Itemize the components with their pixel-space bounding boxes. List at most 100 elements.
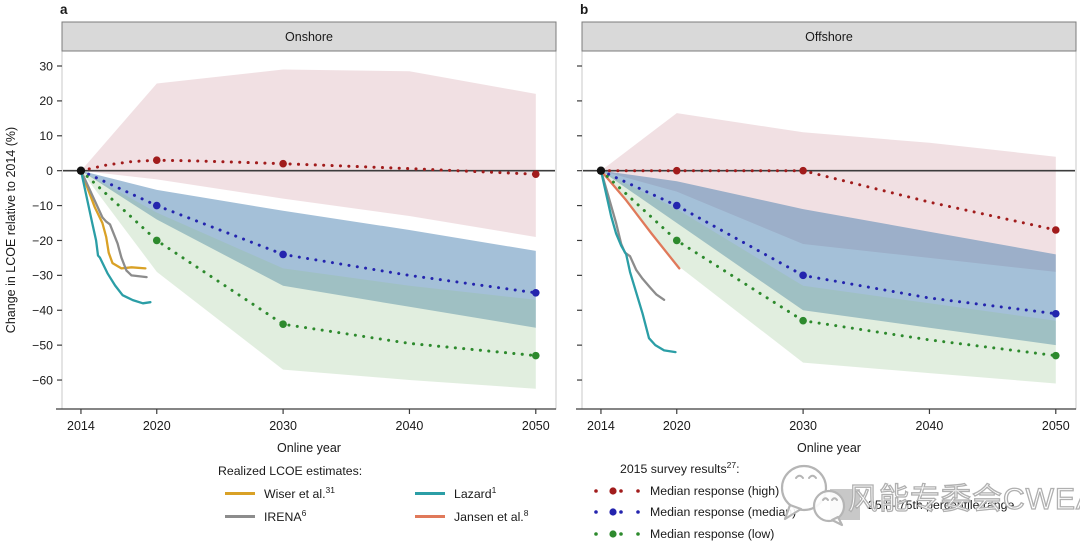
survey-line-median-response-low (79, 169, 538, 358)
legend-realized-items: Wiser et al.31 IRENA6 Lazard1 Jansen et al.… (218, 482, 528, 528)
dotted-swatch-median-response-median (594, 508, 640, 516)
marker-median-response-low-2020 (672, 236, 681, 245)
x-tick-label-2050: 2050 (1042, 419, 1070, 433)
charts: Onshore a 30 20 10 0 −10 −20 −30 −40 −50 −60 2014 202… (4, 2, 1077, 455)
marker-median-response-high-2020 (672, 166, 681, 175)
panel-letter-a: a (60, 2, 68, 17)
legend-item-jansen-et-al: Jansen et al.8 (415, 506, 528, 528)
marker-median-response-high-2050 (531, 170, 540, 178)
dotted-swatch-median-response-low (594, 530, 640, 538)
x-tick-label-2020: 2020 (143, 419, 171, 433)
legend-survey-title-colon: : (736, 462, 740, 476)
legend-realized: Realized LCOE estimates: Wiser et al.31 I… (218, 464, 528, 528)
marker-median-response-median-2020 (152, 201, 161, 210)
legend-label: Jansen et al.8 (454, 507, 529, 524)
y-tick-label--10: −10 (32, 199, 53, 213)
legend-item-median-response-median: Median response (median) (592, 502, 796, 524)
strip-title-onshore: Onshore (285, 30, 333, 44)
x-tick-label-2050: 2050 (522, 419, 550, 433)
legend-label-sup: 31 (325, 484, 335, 495)
x-tick-label-2014: 2014 (67, 419, 95, 433)
legend-item-median-response-high: Median response (high) (592, 480, 796, 502)
marker-median-response-low-2030 (799, 316, 807, 325)
percentile-range-swatch (830, 489, 860, 520)
swatch-dot (636, 488, 640, 493)
realized-line-irena (79, 169, 148, 279)
realized-line-wiser-et-al (79, 169, 147, 270)
legend-label: Median response (low) (650, 526, 775, 541)
legend-realized-title: Realized LCOE estimates: (218, 464, 363, 478)
strip-offshore (581, 21, 1077, 52)
swatch-dot (636, 531, 640, 536)
legend-survey-title-sup: 27 (726, 459, 737, 470)
marker-median-response-high-2050 (1051, 226, 1060, 234)
panel-a: Onshore a 30 20 10 0 −10 −20 −30 −40 −50 −60 2014 202… (4, 2, 557, 455)
y-tick-label--20: −20 (32, 234, 53, 248)
plot-area-a (61, 50, 557, 410)
marker-median-response-median-2030 (799, 271, 807, 280)
x-tick-label-2040: 2040 (396, 419, 424, 433)
y-tick-label--50: −50 (32, 338, 53, 352)
swatch-dot (619, 488, 623, 493)
swatch-dot (594, 531, 598, 536)
marker-median-response-low-2050 (531, 351, 540, 360)
marker-median-response-low-2030 (279, 320, 287, 329)
legend-label: Lazard1 (454, 484, 497, 501)
y-tick-label--60: −60 (32, 373, 53, 387)
y-tick-label--30: −30 (32, 269, 53, 283)
legend-survey-title: 2015 survey results27: (592, 459, 796, 476)
legend-item-median-response-low: Median response (low) (592, 523, 796, 541)
y-axis-title: Change in LCOE relative to 2014 (%) (4, 127, 18, 333)
swatch-dot (609, 487, 617, 495)
panel-b: Offshore b 2014 2020 2030 2040 2050 Online year (576, 2, 1077, 455)
legend-label: Median response (high) (650, 483, 780, 498)
legend-label-sup: 8 (523, 507, 529, 518)
band-median-25th-75th-percentile (81, 170, 536, 328)
legend-label: IRENA6 (264, 507, 307, 524)
marker-median-response-median-2050 (1051, 309, 1060, 318)
strip-title-offshore: Offshore (805, 30, 853, 44)
legend-label-sup: 6 (301, 507, 307, 518)
legend-item-wiser-et-al: Wiser et al.31 (225, 483, 415, 505)
line-swatch-irena (225, 515, 255, 518)
x-axis-title-b: Online year (797, 441, 861, 455)
swatch-dot (619, 531, 623, 536)
realized-line-lazard (599, 169, 677, 354)
realized-line-lazard (79, 169, 152, 305)
x-tick-label-2030: 2030 (789, 419, 817, 433)
legend-survey-items: Median response (high) Median response (m… (592, 480, 796, 541)
x-tick-label-2020: 2020 (663, 419, 691, 433)
line-swatch-jansen-et-al (415, 515, 445, 518)
y-tick-label--40: −40 (32, 304, 53, 318)
percentile-range-label: 25th–75th percentile range (868, 498, 1015, 512)
band-median-25th-75th-percentile (601, 170, 1056, 346)
marker-median-response-median-2030 (279, 250, 287, 259)
marker-median-response-high-2020 (152, 156, 161, 165)
y-tick-label-30: 30 (39, 59, 53, 73)
legend-survey: 2015 survey results27: Median response (… (592, 459, 796, 541)
legend-item-lazard: Lazard1 (415, 483, 528, 505)
swatch-dot (636, 510, 640, 515)
x-tick-label-2030: 2030 (269, 419, 297, 433)
swatch-dot (594, 488, 598, 493)
legend-label: Median response (median) (650, 505, 797, 520)
legend-percentile-range: 25th–75th percentile range (830, 489, 1014, 520)
legend-survey-title-text: 2015 survey results (620, 462, 727, 476)
strip-onshore (61, 21, 557, 52)
survey-line-median-response-high (79, 158, 538, 176)
marker-median-response-low-2020 (152, 236, 161, 245)
marker-median-response-high-2030 (279, 159, 287, 168)
baseline-dot-2014 (76, 166, 86, 175)
swatch-dot (594, 510, 598, 515)
marker-median-response-low-2050 (1051, 351, 1060, 360)
marker-median-response-high-2030 (799, 166, 807, 175)
swatch-dot (609, 508, 617, 516)
swatch-dot (609, 530, 617, 538)
panel-letter-b: b (580, 2, 588, 17)
y-tick-label-10: 10 (39, 129, 53, 143)
realized-line-jansen-et-al (599, 169, 681, 270)
band-high-25th-75th-percentile (81, 69, 536, 237)
x-tick-label-2014: 2014 (587, 419, 615, 433)
legend-item-irena: IRENA6 (225, 506, 415, 528)
